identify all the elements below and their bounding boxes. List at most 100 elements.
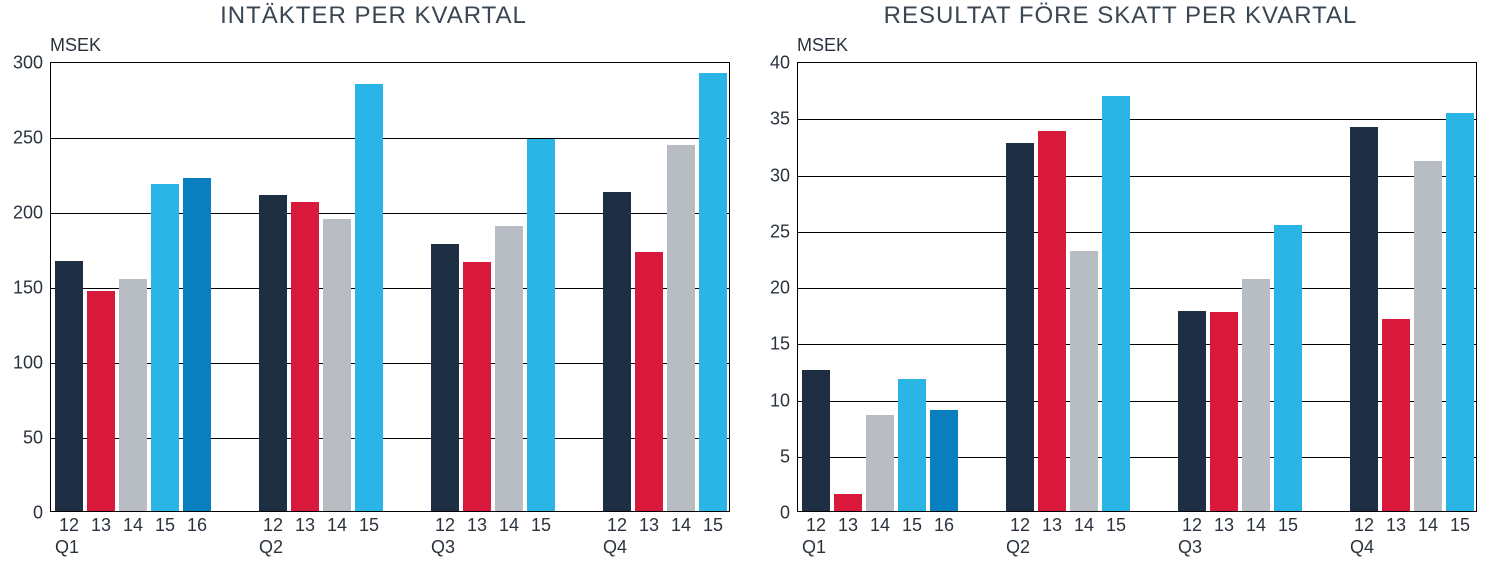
x-tick-label: 12: [806, 511, 826, 536]
bar: [431, 244, 459, 511]
bar: [183, 178, 211, 511]
x-group-label: Q1: [55, 537, 79, 558]
bar: [1038, 131, 1066, 511]
x-tick-label: 12: [1182, 511, 1202, 536]
x-tick-label: 13: [1042, 511, 1062, 536]
y-tick-label: 250: [13, 128, 51, 149]
x-tick-label: 12: [1354, 511, 1374, 536]
x-tick-label: 14: [123, 511, 143, 536]
bar: [1414, 161, 1442, 511]
x-tick-label: 14: [1246, 511, 1266, 536]
y-tick-label: 150: [13, 278, 51, 299]
y-tick-label: 10: [770, 390, 798, 411]
x-group-label: Q3: [1178, 537, 1202, 558]
x-tick-label: 12: [1010, 511, 1030, 536]
bar: [802, 370, 830, 511]
x-tick-label: 14: [671, 511, 691, 536]
bar: [930, 410, 958, 511]
bar: [834, 494, 862, 511]
chart-panel: RESULTAT FÖRE SKATT PER KVARTALMSEK05101…: [747, 0, 1494, 582]
y-tick-label: 100: [13, 353, 51, 374]
y-tick-label: 0: [33, 503, 51, 524]
bar: [151, 184, 179, 511]
x-tick-label: 12: [435, 511, 455, 536]
bar: [1178, 311, 1206, 511]
x-tick-label: 15: [531, 511, 551, 536]
x-tick-label: 13: [1386, 511, 1406, 536]
chart-title: INTÄKTER PER KVARTAL: [0, 2, 747, 30]
x-tick-label: 13: [295, 511, 315, 536]
x-group-label: Q2: [259, 537, 283, 558]
x-group-label: Q2: [1006, 537, 1030, 558]
x-tick-label: 14: [1418, 511, 1438, 536]
bar: [898, 379, 926, 511]
bar: [603, 192, 631, 512]
x-tick-label: 12: [607, 511, 627, 536]
bar: [635, 252, 663, 512]
x-tick-label: 15: [902, 511, 922, 536]
chart-title: RESULTAT FÖRE SKATT PER KVARTAL: [747, 2, 1494, 30]
bar: [1006, 143, 1034, 511]
x-tick-label: 15: [1106, 511, 1126, 536]
bars-layer: [798, 63, 1476, 511]
bar: [1102, 96, 1130, 511]
bar: [527, 139, 555, 511]
bar: [667, 145, 695, 511]
bar: [866, 415, 894, 511]
x-group-label: Q3: [431, 537, 455, 558]
bar: [291, 202, 319, 511]
y-tick-label: 15: [770, 334, 798, 355]
y-tick-label: 25: [770, 221, 798, 242]
x-tick-label: 13: [1214, 511, 1234, 536]
x-group-label: Q4: [1350, 537, 1374, 558]
y-tick-label: 200: [13, 203, 51, 224]
bar: [355, 84, 383, 512]
plot-area: 05101520253035401213141516Q112131415Q212…: [797, 62, 1477, 512]
x-tick-label: 13: [838, 511, 858, 536]
y-tick-label: 35: [770, 109, 798, 130]
y-tick-label: 20: [770, 278, 798, 299]
bar: [463, 262, 491, 511]
bar: [119, 279, 147, 512]
unit-label: MSEK: [50, 35, 101, 56]
x-tick-label: 14: [327, 511, 347, 536]
bar: [699, 73, 727, 511]
x-group-label: Q1: [802, 537, 826, 558]
unit-label: MSEK: [797, 35, 848, 56]
plot-area: 0501001502002503001213141516Q112131415Q2…: [50, 62, 730, 512]
x-group-label: Q4: [603, 537, 627, 558]
bar: [259, 195, 287, 512]
bar: [1070, 251, 1098, 511]
x-tick-label: 15: [155, 511, 175, 536]
bar: [1446, 113, 1474, 511]
bar: [323, 219, 351, 512]
x-tick-label: 14: [499, 511, 519, 536]
x-tick-label: 14: [870, 511, 890, 536]
bar: [1242, 279, 1270, 511]
x-tick-label: 15: [1450, 511, 1470, 536]
x-tick-label: 12: [263, 511, 283, 536]
y-tick-label: 50: [23, 428, 51, 449]
x-tick-label: 15: [703, 511, 723, 536]
x-tick-label: 13: [467, 511, 487, 536]
x-tick-label: 16: [187, 511, 207, 536]
y-tick-label: 40: [770, 53, 798, 74]
x-tick-label: 13: [639, 511, 659, 536]
bar: [87, 291, 115, 512]
x-tick-label: 12: [59, 511, 79, 536]
y-tick-label: 0: [780, 503, 798, 524]
x-tick-label: 14: [1074, 511, 1094, 536]
bar: [1274, 225, 1302, 511]
bars-layer: [51, 63, 729, 511]
x-tick-label: 13: [91, 511, 111, 536]
bar: [1350, 127, 1378, 511]
x-tick-label: 15: [1278, 511, 1298, 536]
y-tick-label: 5: [780, 446, 798, 467]
bar: [1210, 312, 1238, 511]
x-tick-label: 16: [934, 511, 954, 536]
chart-panel: INTÄKTER PER KVARTALMSEK0501001502002503…: [0, 0, 747, 582]
y-tick-label: 300: [13, 53, 51, 74]
y-tick-label: 30: [770, 165, 798, 186]
bar: [55, 261, 83, 512]
x-tick-label: 15: [359, 511, 379, 536]
